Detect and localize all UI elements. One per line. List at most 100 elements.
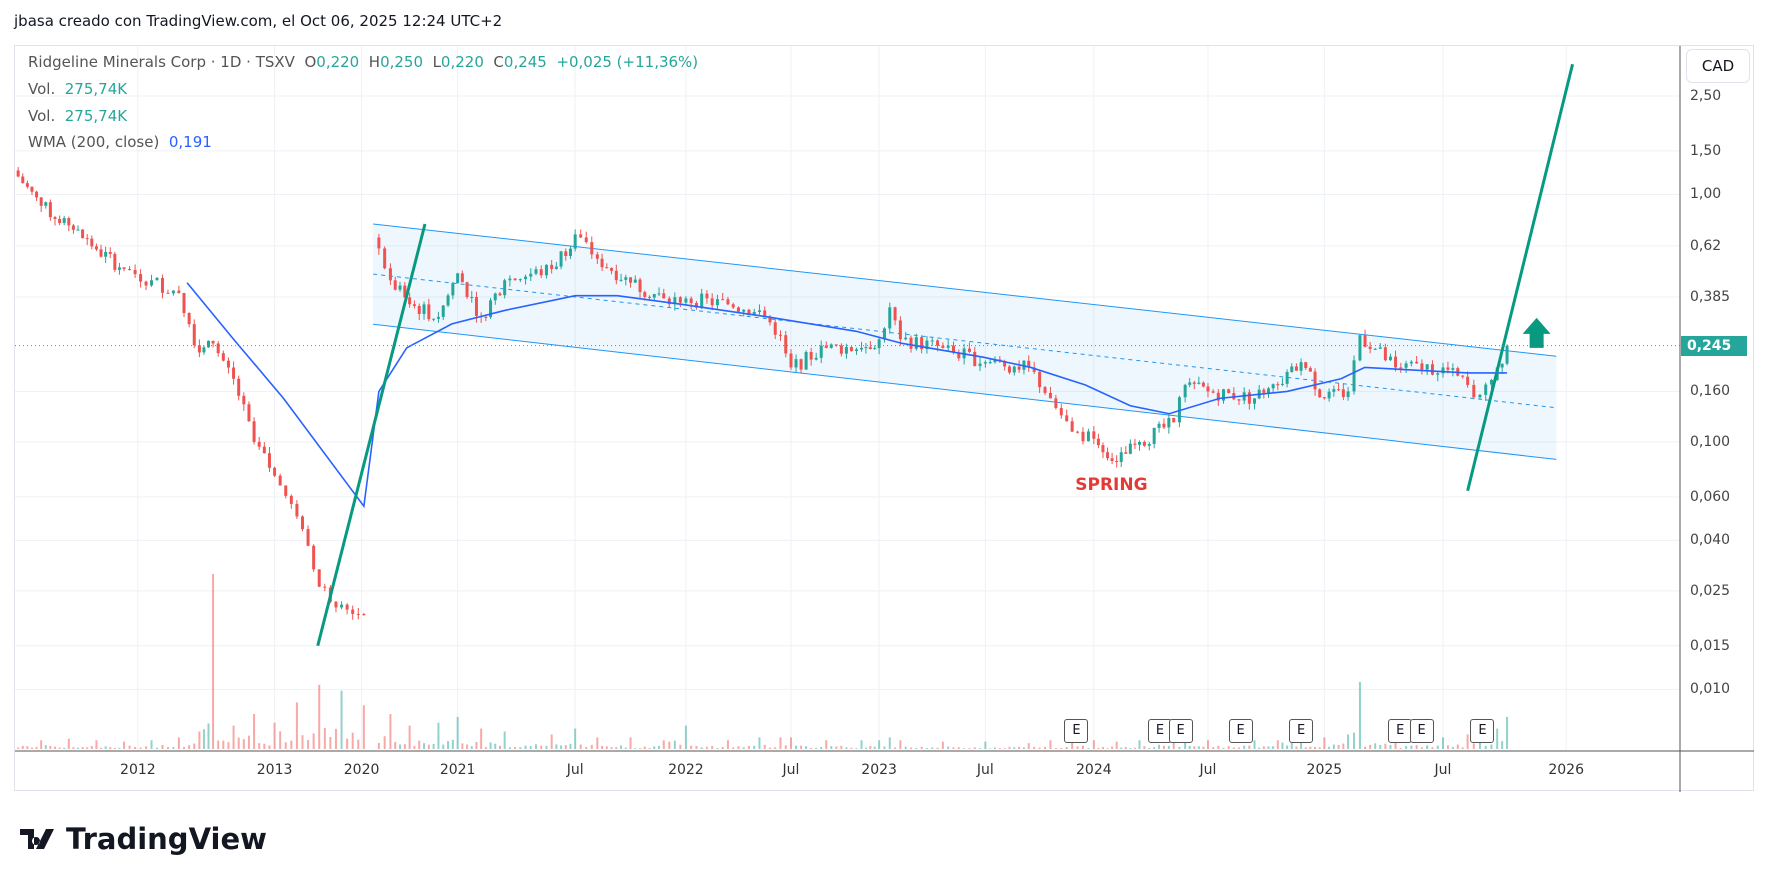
candle-body [1188, 382, 1192, 385]
candle-body [554, 266, 558, 269]
volume-bar [768, 747, 771, 749]
candle-body [232, 367, 236, 379]
volume-bar [227, 742, 230, 749]
candle-body [216, 343, 220, 354]
channel-fill [373, 223, 1557, 460]
volume-bar [1138, 740, 1141, 749]
earnings-marker[interactable]: E [1064, 719, 1089, 743]
candle-body [1466, 376, 1470, 385]
candle-body [155, 277, 159, 281]
candle-body [930, 340, 934, 342]
volume-bar [1314, 746, 1317, 749]
candle-body [957, 352, 961, 359]
candle-body [1363, 335, 1367, 347]
earnings-marker[interactable]: E [1470, 719, 1495, 743]
low-label: L [432, 53, 441, 71]
volume-bar [774, 747, 777, 749]
volume-bar [72, 747, 75, 749]
volume-bar [899, 740, 902, 749]
volume-legend-2[interactable]: Vol. 275,74K [28, 107, 127, 125]
candle-body [839, 345, 843, 354]
volume-bar [564, 745, 567, 749]
open-label: O [304, 53, 317, 71]
candle-body [1430, 364, 1434, 375]
candle-body [784, 335, 788, 354]
volume-bar [1374, 743, 1377, 749]
volume-bar [1217, 745, 1220, 749]
volume-bar [524, 745, 527, 749]
candle-body [1420, 363, 1424, 370]
candle-body [1472, 384, 1476, 398]
candle-body [498, 293, 502, 296]
earnings-marker[interactable]: E [1228, 719, 1253, 743]
volume-bar [494, 743, 497, 749]
candle-body [1262, 389, 1266, 393]
volume-legend-1[interactable]: Vol. 275,74K [28, 80, 127, 98]
candle-body [584, 237, 588, 243]
earnings-marker[interactable]: E [1148, 719, 1173, 743]
candle-body [882, 328, 886, 340]
high-label: H [368, 53, 381, 71]
volume-bar [747, 745, 750, 749]
volume-bar [1456, 744, 1459, 749]
candle-body [1304, 362, 1308, 369]
volume-bar [1506, 716, 1509, 749]
price-tick-label: 0,385 [1690, 289, 1731, 306]
candle-body [128, 268, 132, 270]
candle-body [700, 293, 704, 308]
candle-body [1081, 431, 1085, 442]
volume-bar [605, 746, 608, 749]
earnings-marker[interactable]: E [1289, 719, 1314, 743]
volume-bar [263, 743, 266, 749]
volume-bar [1167, 745, 1170, 749]
volume-bar [1347, 734, 1350, 749]
candle-body [1505, 345, 1509, 364]
candle-body [854, 349, 858, 352]
volume-bar [77, 747, 80, 749]
volume-bar [1384, 743, 1387, 749]
tradingview-logo[interactable]: TradingView [20, 822, 267, 856]
candle-body [25, 183, 29, 187]
volume-bar [1193, 746, 1196, 749]
candle-body [888, 307, 892, 329]
volume-bar [653, 746, 656, 749]
candle-body [503, 280, 507, 296]
earnings-marker[interactable]: E [1388, 719, 1413, 743]
volume-bar [1496, 728, 1499, 749]
volume-bar [1232, 747, 1235, 749]
currency-button[interactable]: CAD [1686, 49, 1750, 83]
candle-body [1346, 391, 1350, 398]
earnings-marker[interactable]: E [1409, 719, 1434, 743]
candle-body [868, 347, 872, 350]
volume-bar [242, 739, 245, 749]
volume-bar [634, 748, 637, 749]
candle-body [1086, 431, 1090, 442]
candle-body [1070, 421, 1074, 432]
candle-body [58, 218, 62, 223]
candle-body [799, 359, 803, 370]
time-tick-label: 2026 [1548, 762, 1584, 778]
candle-body [35, 191, 39, 198]
candle-body [484, 316, 488, 318]
wma-legend[interactable]: WMA (200, close) 0,191 [28, 133, 212, 151]
trend-line [1466, 63, 1575, 492]
volume-bar [301, 735, 304, 749]
time-tick-label: 2020 [343, 762, 380, 778]
earnings-marker[interactable]: E [1168, 719, 1193, 743]
volume-bar [357, 739, 360, 749]
candle-body [1308, 368, 1312, 372]
candle-body [1368, 346, 1372, 349]
candle-body [1201, 382, 1205, 387]
volume-bar [732, 747, 735, 749]
candle-body [1461, 375, 1465, 377]
volume-bar [1153, 747, 1156, 749]
candle-body [71, 225, 75, 230]
volume-bar [1049, 740, 1052, 749]
volume-bar [150, 740, 153, 749]
volume-bar [290, 740, 293, 749]
candle-body [30, 186, 34, 192]
volume-bar [555, 744, 558, 749]
volume-bar [1267, 746, 1270, 749]
candle-body [1211, 391, 1215, 393]
